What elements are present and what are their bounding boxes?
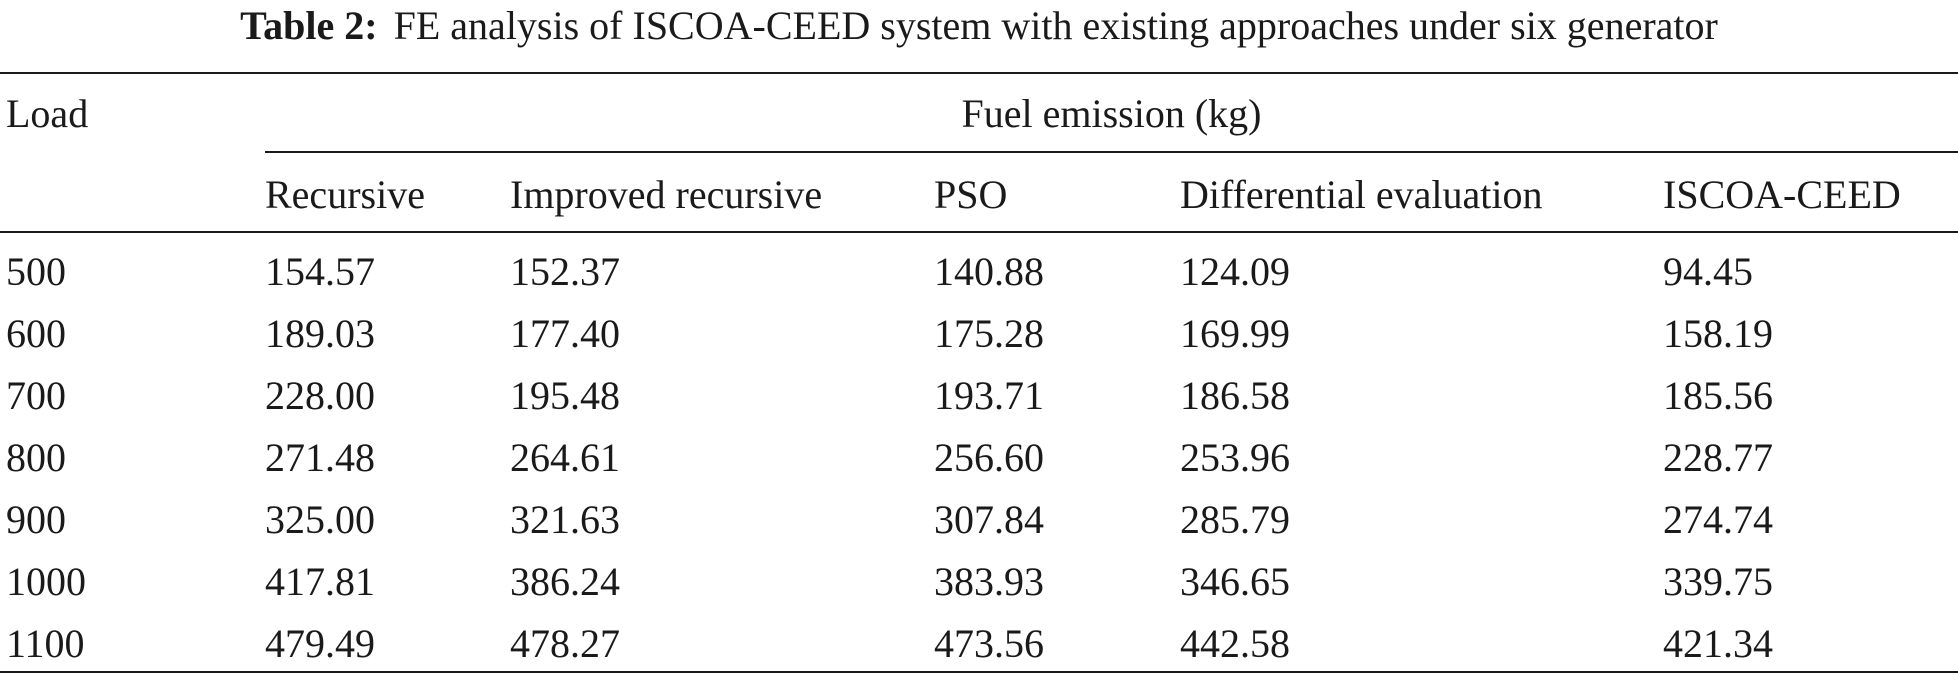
- table-caption-text: FE analysis of ISCOA-CEED system with ex…: [393, 3, 1718, 48]
- header-rule: [0, 231, 1958, 233]
- value-cell: 346.65: [1180, 559, 1290, 604]
- load-header: Load: [6, 91, 89, 136]
- table-caption: Table 2: FE analysis of ISCOA-CEED system…: [0, 2, 1958, 50]
- load-cell: 1000: [6, 559, 86, 604]
- column-header-recursive: Recursive: [265, 172, 425, 217]
- value-cell: 285.79: [1180, 497, 1290, 542]
- value-cell: 264.61: [510, 435, 620, 480]
- value-cell: 169.99: [1180, 311, 1290, 356]
- value-cell: 152.37: [510, 249, 620, 294]
- load-cell: 700: [6, 373, 66, 418]
- value-cell: 479.49: [265, 621, 375, 666]
- value-cell: 383.93: [934, 559, 1044, 604]
- value-cell: 473.56: [934, 621, 1044, 666]
- value-cell: 325.00: [265, 497, 375, 542]
- value-cell: 175.28: [934, 311, 1044, 356]
- column-header-iscoa-ceed: ISCOA-CEED: [1663, 172, 1901, 217]
- table-caption-label: Table 2:: [240, 3, 378, 48]
- value-cell: 185.56: [1663, 373, 1773, 418]
- value-cell: 124.09: [1180, 249, 1290, 294]
- value-cell: 442.58: [1180, 621, 1290, 666]
- load-cell: 900: [6, 497, 66, 542]
- value-cell: 307.84: [934, 497, 1044, 542]
- load-cell: 1100: [6, 621, 85, 666]
- value-cell: 421.34: [1663, 621, 1773, 666]
- value-cell: 158.19: [1663, 311, 1773, 356]
- load-cell: 800: [6, 435, 66, 480]
- value-cell: 94.45: [1663, 249, 1753, 294]
- value-cell: 177.40: [510, 311, 620, 356]
- value-cell: 186.58: [1180, 373, 1290, 418]
- load-cell: 500: [6, 249, 66, 294]
- value-cell: 321.63: [510, 497, 620, 542]
- load-cell: 600: [6, 311, 66, 356]
- value-cell: 478.27: [510, 621, 620, 666]
- value-cell: 417.81: [265, 559, 375, 604]
- value-cell: 386.24: [510, 559, 620, 604]
- value-cell: 195.48: [510, 373, 620, 418]
- value-cell: 193.71: [934, 373, 1044, 418]
- group-rule: [265, 151, 1958, 153]
- value-cell: 228.77: [1663, 435, 1773, 480]
- value-cell: 140.88: [934, 249, 1044, 294]
- column-header-improved-recursive: Improved recursive: [510, 172, 823, 217]
- column-header-differential-evaluation: Differential evaluation: [1180, 172, 1543, 217]
- value-cell: 339.75: [1663, 559, 1773, 604]
- top-rule: [0, 72, 1958, 74]
- value-cell: 189.03: [265, 311, 375, 356]
- value-cell: 228.00: [265, 373, 375, 418]
- value-cell: 256.60: [934, 435, 1044, 480]
- bottom-rule: [0, 671, 1958, 673]
- value-cell: 154.57: [265, 249, 375, 294]
- value-cell: 253.96: [1180, 435, 1290, 480]
- fuel-emission-header: Fuel emission (kg): [961, 91, 1262, 136]
- value-cell: 271.48: [265, 435, 375, 480]
- column-header-pso: PSO: [934, 172, 1008, 217]
- value-cell: 274.74: [1663, 497, 1773, 542]
